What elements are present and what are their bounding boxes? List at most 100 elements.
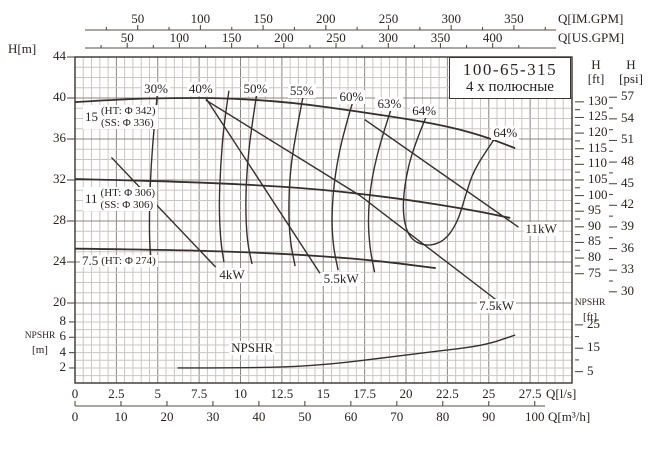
efficiency-curve [148,89,159,261]
impeller-trim-ss-336: (SS: Φ 336) [101,117,154,129]
h-m-tick: 20 [53,294,66,309]
im-gpm-tick: 100 [190,11,211,26]
q-m3h-tick: 90 [482,409,496,424]
impeller-trim-ss-306: (SS: Φ 306) [100,199,154,211]
npshr-m-tick: 4 [59,343,67,359]
us-gpm-tick: 250 [326,30,346,45]
h-psi-tick: 42 [621,196,634,212]
efficiency-label: 40% [186,80,215,96]
efficiency-label: 64% [491,124,520,140]
plot-frame [74,56,573,384]
h-psi-axis-title: H [psi] [613,58,649,86]
npshr-ft-axis-label: NPSHR [574,298,606,308]
npshr-m-axis-title: NPSHR [m] [18,329,62,357]
power-line [364,118,519,228]
h-m-tick: 44 [53,48,66,63]
im-gpm-tick: 150 [253,11,273,26]
h-psi-axis-unit: [psi] [619,71,643,86]
q-m3h-tick: 30 [206,409,220,424]
h-m-tick: 32 [53,171,66,186]
h-ft-tick: 105 [588,170,608,186]
efficiency-curve [218,90,230,263]
power-label: 11kW [523,221,559,237]
power-label: 7.5kW [477,298,517,314]
efficiency-label: 55% [287,82,316,98]
us-gpm-tick: 200 [274,30,294,45]
h-m-tick: 36 [53,130,66,145]
h-ft-tick: 75 [588,264,601,280]
q-ls-tick: 2.5 [108,386,125,401]
power-label: 5.5kW [321,271,361,287]
q-ls-tick: 17.5 [353,386,376,401]
impeller-power-7-5: 7.5 [82,253,99,268]
q-m3h-tick: 20 [160,409,174,424]
h-psi-tick: 30 [621,282,634,298]
q-im-gpm-axis-title: Q[IM.GPM] [558,11,624,26]
efficiency-label: 60% [337,88,366,104]
impeller-trim-ht-274: (HT: Φ 274) [101,255,156,267]
pump-curve [74,247,436,270]
q-m3h-tick: 70 [390,409,404,424]
impeller-power-15: 15 [85,109,98,124]
impeller-power-11: 11 [85,191,98,206]
pump-curve [74,178,511,219]
im-gpm-tick: 50 [131,11,145,26]
efficiency-curve [331,100,354,271]
power-line [110,156,217,268]
h-psi-tick: 51 [621,131,634,147]
h-psi-tick: 57 [621,88,634,104]
npshr-m-tick: 8 [59,312,67,328]
q-m3h-tick: 80 [436,409,450,424]
h-ft-axis-letter: H [591,57,601,72]
h-ft-tick: 85 [588,233,601,249]
q-ls-tick: 5 [154,386,162,401]
q-ls-tick: 0 [71,386,79,401]
npshr-m-axis-unit: [m] [32,344,48,356]
npshr-ft-tick: 15 [587,339,600,355]
q-m3h-tick: 10 [114,409,128,424]
efficiency-label: 50% [241,80,270,96]
h-ft-tick: 120 [588,124,608,140]
q-ls-tick: 25 [482,386,496,401]
h-psi-tick: 33 [621,261,634,277]
q-m3h-tick: 50 [298,409,312,424]
npshr-curve-label: NPSHR [229,340,276,356]
us-gpm-tick: 100 [169,30,190,45]
q-m3h-tick: 100 [524,409,545,424]
npshr-m-tick: 6 [59,328,67,344]
h-ft-axis-unit: [ft] [587,71,605,86]
us-gpm-tick: 400 [482,30,503,45]
h-ft-tick: 125 [588,108,608,124]
us-gpm-tick: 300 [378,30,398,45]
q-us-gpm-axis-title: Q[US.GPM] [558,30,625,45]
npshr-ft-tick: 5 [587,362,594,378]
q-ls-tick: 27.5 [518,386,542,401]
efficiency-curve [288,94,305,267]
q-m3h-tick: 40 [252,409,266,424]
pump-model-title: 100-65-315 [462,60,558,79]
im-gpm-tick: 200 [316,11,336,26]
h-ft-axis-title: H [ft] [581,58,611,86]
npshr-m-axis-label: NPSHR [24,331,56,341]
npshr-ft-axis-title: NPSHR [ft] [570,296,610,324]
h-psi-tick: 45 [621,174,634,190]
h-m-tick: 24 [53,253,66,268]
q-ls-tick: 20 [399,386,413,401]
impeller-label-306: 11 (HT: Φ 306) (SS: Φ 306) [83,187,158,211]
npshr-ft-axis-unit: [ft] [582,311,598,323]
q-ls-tick: 7.5 [191,386,208,401]
pump-poles-title: 4 х полюсные [466,79,554,95]
us-gpm-tick: 50 [120,30,134,45]
efficiency-label: 64% [410,103,439,119]
q-ls-axis-title: Q[l/s] [546,386,577,401]
npshr-ft-tick: 25 [587,315,600,331]
h-m-tick: 40 [53,89,66,104]
h-ft-tick: 90 [588,217,601,233]
h-ft-tick: 100 [588,186,608,202]
us-gpm-tick: 350 [430,30,451,45]
impeller-trim-ht-306: (HT: Φ 306) [100,187,156,199]
efficiency-curve [402,117,495,246]
